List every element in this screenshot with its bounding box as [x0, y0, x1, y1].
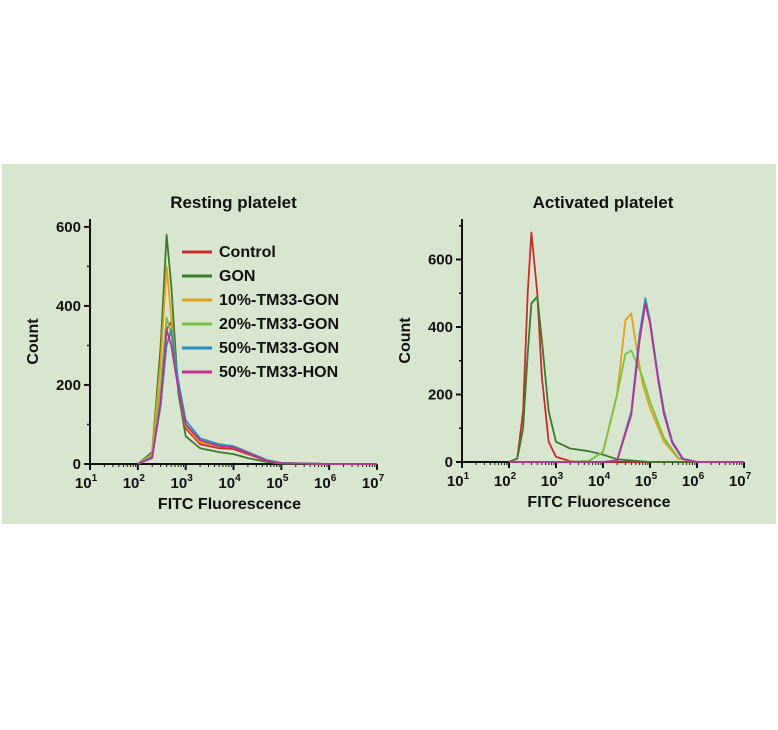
- y-tick-label: 600: [56, 219, 81, 236]
- chart-resting: Resting platelet 0 200 400 600 101 102 103 104 10…: [25, 193, 385, 513]
- y-tick-label: 200: [56, 377, 81, 394]
- series-line-50-tm33-hon: [509, 302, 744, 463]
- x-tick-label: 103: [541, 471, 564, 490]
- x-tick-label: 104: [218, 473, 241, 492]
- x-tick-label: 101: [447, 471, 470, 490]
- series-line-50-tm33-gon: [509, 297, 744, 463]
- series-line-10-tm33-gon: [509, 312, 744, 463]
- y-tick-label: 0: [445, 454, 453, 471]
- y-tick-label: 400: [428, 319, 453, 336]
- legend-label: 50%-TM33-GON: [219, 340, 339, 357]
- legend-label: GON: [219, 268, 255, 285]
- y-tick-label: 600: [428, 252, 453, 269]
- flow-cytometry-figure: Resting platelet 0 200 400 600 101 102 103 104 10…: [25, 193, 752, 513]
- y-axis-label: Count: [397, 317, 414, 364]
- series-line-gon: [508, 295, 744, 463]
- x-tick-label: 107: [362, 473, 385, 492]
- x-tick-label: 105: [266, 473, 289, 492]
- chart-title: Resting platelet: [170, 193, 297, 212]
- x-tick-label: 106: [682, 471, 705, 490]
- x-axis-label: FITC Fluorescence: [158, 496, 301, 513]
- x-tick-label: 102: [123, 473, 146, 492]
- x-tick-label: 103: [171, 473, 194, 492]
- x-axis-label: FITC Fluorescence: [527, 494, 670, 511]
- x-tick-label: 106: [314, 473, 337, 492]
- legend-label: 20%-TM33-GON: [219, 316, 339, 333]
- x-tick-label: 104: [588, 471, 611, 490]
- legend: Control GON 10%-TM33-GON 20%-TM33-GON 50%-TM…: [182, 244, 339, 381]
- y-axis-label: Count: [25, 318, 42, 365]
- legend-label: Control: [219, 244, 276, 261]
- y-tick-label: 200: [428, 387, 453, 404]
- series-line-20-tm33-gon: [509, 349, 744, 463]
- series-line-50-tm33-hon: [137, 328, 377, 465]
- chart-title: Activated platelet: [533, 193, 674, 212]
- y-tick-label: 0: [73, 456, 81, 473]
- x-tick-label: 102: [494, 471, 517, 490]
- figure-panel: Resting platelet 0 200 400 600 101 102 103 104 10…: [2, 164, 776, 524]
- x-tick-label: 107: [729, 471, 752, 490]
- y-tick-label: 400: [56, 298, 81, 315]
- chart-activated: Activated platelet 0 200 400 600 101 102 103 104…: [397, 193, 752, 511]
- x-tick-label: 105: [635, 471, 658, 490]
- x-tick-label: 101: [75, 473, 98, 492]
- legend-label: 10%-TM33-GON: [219, 292, 339, 309]
- legend-label: 50%-TM33-HON: [219, 364, 338, 381]
